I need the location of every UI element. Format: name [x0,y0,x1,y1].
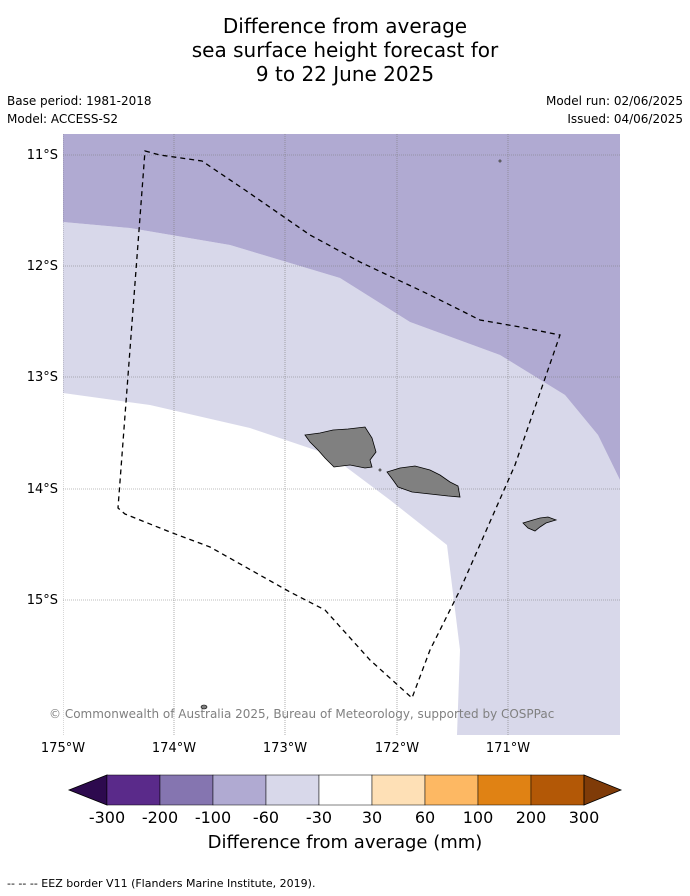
colorbar-tick-9: 200 [515,808,547,827]
island-savaii [304,426,377,469]
colorbar-bin-2 [159,774,214,806]
issued-date: Issued: 04/06/2025 [567,112,683,126]
colorbar-tick-1: -300 [88,808,126,827]
map-plot-area [63,134,620,735]
model-name: Model: ACCESS-S2 [7,112,119,126]
lon-label-175w: 175°W [40,741,86,756]
base-period: Base period: 1981-2018 [7,94,152,108]
island-tutuila [522,516,558,532]
copyright-credit: © Commonwealth of Australia 2025, Bureau… [49,707,555,721]
anomaly-band-60-100 [63,134,620,480]
title-line-2: sea surface height forecast for [191,38,499,62]
colorbar-extend-low [67,774,108,806]
colorbar-bin-4 [265,774,320,806]
lat-label-14s: 14°S [26,482,58,497]
colorbar-bin-9 [530,774,585,806]
colorbar-bin-8 [477,774,532,806]
colorbar-bin-1 [106,774,161,806]
lon-label-174w: 174°W [151,741,197,756]
lat-label-13s: 13°S [26,370,58,385]
map-title: Difference from average sea surface heig… [0,14,690,86]
anomaly-band-30-60 [63,222,620,735]
colorbar-tick-7: 60 [414,808,436,827]
colorbar-bin-7 [424,774,479,806]
colorbar-bin-6 [371,774,426,806]
colorbar-tick-5: -30 [305,808,333,827]
lat-label-11s: 11°S [26,148,58,163]
colorbar-bin-3 [212,774,267,806]
colorbar-tick-10: 300 [568,808,600,827]
colorbar-tick-8: 100 [462,808,494,827]
title-line-1: Difference from average [222,14,468,38]
island-rose [200,704,208,710]
colorbar-extend-high [583,774,623,806]
colorbar-tick-6: 30 [361,808,383,827]
lon-label-173w: 173°W [262,741,308,756]
colorbar-tick-3: -100 [194,808,232,827]
colorbar-tick-4: -60 [252,808,280,827]
colorbar-tick-2: -200 [141,808,179,827]
title-line-3: 9 to 22 June 2025 [255,62,435,86]
colorbar-title: Difference from average (mm) [207,832,483,853]
eez-border [117,150,561,700]
map-gridlines [63,134,620,735]
lon-label-171w: 171°W [485,741,531,756]
colorbar [67,774,623,806]
lon-label-172w: 172°W [374,741,420,756]
colorbar-bin-5 [318,774,373,806]
model-run: Model run: 02/06/2025 [545,94,683,108]
island-upolu [386,465,461,498]
eez-legend-note: -- -- -- EEZ border V11 (Flanders Marine… [7,877,316,890]
islet-apolima [378,468,382,472]
islet-northeast [498,159,502,163]
lat-label-15s: 15°S [26,593,58,608]
lat-label-12s: 12°S [26,259,58,274]
